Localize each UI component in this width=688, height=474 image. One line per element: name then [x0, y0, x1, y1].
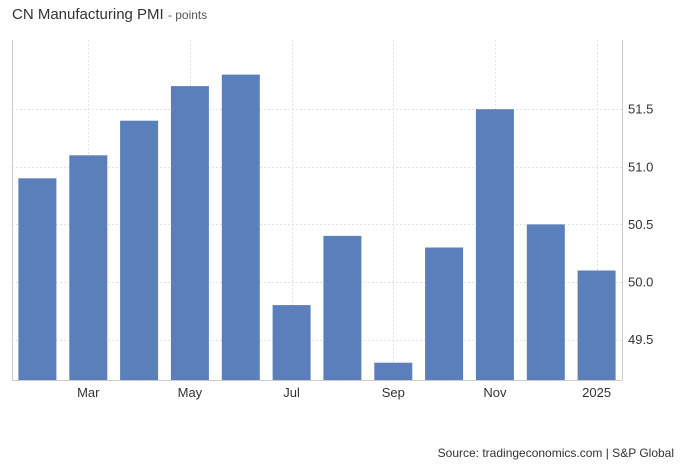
x-tick-label-sep: Sep — [382, 385, 405, 400]
bar-feb — [18, 178, 57, 380]
x-tick-label-nov: Nov — [483, 385, 507, 400]
bar-may — [170, 86, 209, 380]
x-tick-label-2025: 2025 — [582, 385, 611, 400]
y-tick-label-0: 49.5 — [628, 332, 653, 347]
bar-2025 — [577, 270, 616, 380]
y-tick-label-3: 51.0 — [628, 159, 653, 174]
bar-dec — [526, 224, 565, 380]
bar-sep — [374, 362, 413, 380]
source-credit: Source: tradingeconomics.com | S&P Globa… — [437, 446, 674, 460]
y-tick-label-2: 50.5 — [628, 217, 653, 232]
bar-aug — [323, 235, 362, 380]
bar-jun — [221, 74, 260, 380]
bar-nov — [475, 109, 514, 380]
bar-apr — [120, 120, 159, 380]
axis-layer — [12, 40, 623, 381]
x-tick-label-mar: Mar — [77, 385, 100, 400]
label-layer: Mar May Jul Sep Nov 2025 49.5 50.0 50.5 51.0 51.5 — [77, 102, 653, 400]
bar-jul — [272, 305, 311, 380]
bar-mar — [69, 155, 108, 380]
bar-oct — [425, 247, 464, 380]
chart-title-block: CN Manufacturing PMI - points — [12, 6, 207, 23]
grid-layer — [12, 40, 622, 380]
chart-title: CN Manufacturing PMI — [12, 6, 164, 23]
x-tick-label-jul: Jul — [283, 385, 300, 400]
x-tick-label-may: May — [178, 385, 203, 400]
bar-layer — [18, 74, 616, 380]
chart-subtitle: - points — [167, 8, 208, 22]
y-tick-label-1: 50.0 — [628, 275, 653, 290]
y-tick-label-4: 51.5 — [628, 102, 653, 117]
